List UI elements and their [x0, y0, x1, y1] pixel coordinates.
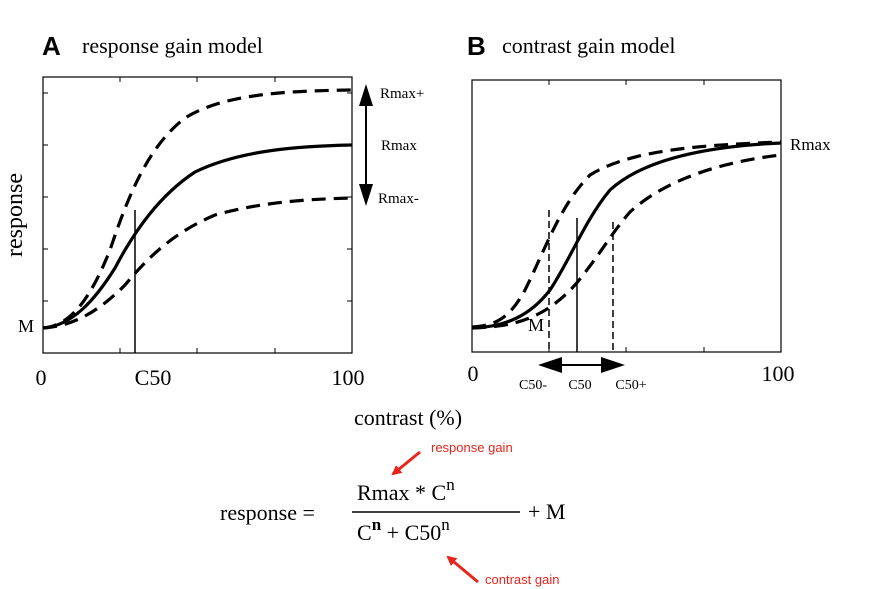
panel-a-curve-rmax: [42, 143, 353, 330]
panel-a-ticks: [43, 77, 352, 353]
panel-b-ticks: [548, 80, 705, 352]
panel-a-rmax-arrow: [359, 84, 373, 206]
panel-b-baseline-label: M: [528, 315, 544, 335]
panel-a-x-max-label: 100: [332, 365, 365, 390]
panel-a-frame: [42, 76, 353, 354]
response-gain-arrow: [391, 450, 421, 476]
contrast-gain-label: contrast gain: [485, 572, 559, 587]
panel-a-rmax-plus-label: Rmax+: [380, 86, 424, 102]
panel-b-curve-c50: [471, 141, 782, 330]
panel-b-c50-arrow: [538, 357, 625, 373]
equation-denominator: Cn + C50n: [357, 515, 450, 545]
response-gain-label: response gain: [431, 440, 513, 455]
panel-a-letter: A: [42, 31, 61, 61]
panel-a-curve-rmax-plus: [42, 88, 353, 330]
panel-a-curve-rmax-minus: [42, 196, 353, 330]
equation-tail: + M: [528, 499, 565, 524]
contrast-gain-arrow: [446, 555, 479, 584]
panel-a-x-mid-label: C50: [135, 365, 172, 390]
panel-b-x-max-label: 100: [762, 361, 795, 386]
panel-b-letter: B: [467, 31, 486, 61]
panel-b-c50-minus-label: C50-: [519, 378, 547, 393]
panel-a: A response gain model response M 0 C50 1…: [2, 31, 424, 390]
panel-b-x-min-label: 0: [468, 361, 479, 386]
equation: response = Rmax * Cn Cn + C50n + M: [220, 475, 565, 545]
panel-b: B contrast gain model M 0 100 Rmax C50- …: [467, 31, 831, 393]
equation-lhs: response =: [220, 500, 315, 525]
y-axis-label: response: [2, 173, 28, 257]
panel-a-x-min-label: 0: [36, 365, 47, 390]
equation-numerator: Rmax * Cn: [357, 475, 455, 505]
x-axis-label: contrast (%): [354, 405, 462, 430]
panel-a-rmax-minus-label: Rmax-: [378, 191, 419, 207]
panel-b-curve-c50-minus: [471, 140, 782, 329]
panel-a-rmax-label: Rmax: [381, 138, 417, 154]
response-gain-annotation: response gain: [391, 440, 513, 476]
panel-b-title: contrast gain model: [502, 33, 676, 58]
panel-b-curve-c50-plus: [471, 153, 782, 330]
panel-a-baseline-label: M: [18, 316, 34, 336]
panel-b-c50-plus-label: C50+: [615, 378, 646, 393]
panel-b-c50-label: C50: [568, 378, 591, 393]
panel-b-rmax-label: Rmax: [790, 135, 831, 154]
contrast-gain-annotation: contrast gain: [446, 555, 559, 587]
panel-a-title: response gain model: [82, 33, 263, 58]
